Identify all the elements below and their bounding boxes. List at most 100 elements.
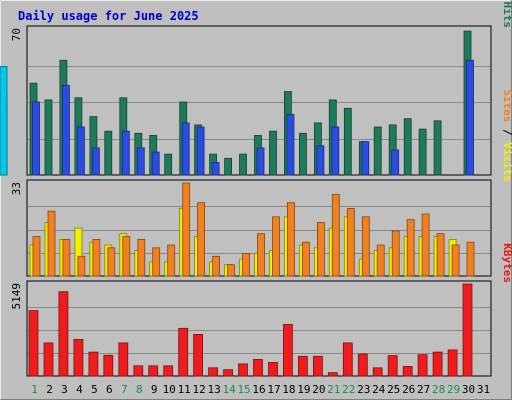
legend-entry-hits: Hits	[501, 2, 512, 29]
bar-sites-day-30	[466, 241, 475, 277]
x-tick-label-day-1: 1	[31, 383, 38, 396]
bar-files-day-16	[256, 147, 265, 176]
bar-sites-day-12	[197, 202, 206, 277]
x-tick-label-day-11: 11	[178, 383, 191, 396]
x-tick-label-day-16: 16	[252, 383, 265, 396]
bar-files-day-1	[32, 101, 40, 176]
bar-sites-day-20	[316, 222, 325, 277]
x-tick-label-day-22: 22	[342, 383, 355, 396]
bar-files-day-9	[151, 151, 160, 176]
bar-sites-day-9	[152, 247, 161, 277]
legend-separator: /	[501, 122, 512, 142]
x-tick-label-day-24: 24	[372, 383, 386, 396]
bar-hits-day-24	[373, 126, 382, 176]
x-tick-label-day-6: 6	[106, 383, 113, 396]
bar-sites-day-16	[257, 233, 265, 277]
x-tick-label-day-26: 26	[402, 383, 415, 396]
panel-traffic-legend: Pages / Files / Hits	[501, 0, 512, 28]
bar-sites-day-26	[406, 219, 415, 277]
bar-hits-day-26	[403, 118, 412, 176]
bar-kbytes-day-20	[312, 355, 323, 377]
bar-files-day-12	[196, 126, 205, 176]
x-tick-label-day-15: 15	[237, 383, 250, 396]
bar-sites-day-27	[421, 213, 430, 277]
bar-files-day-23	[361, 141, 370, 176]
x-tick-label-day-23: 23	[357, 383, 370, 396]
bar-sites-day-7	[122, 236, 131, 277]
x-tick-label-day-5: 5	[91, 383, 98, 396]
bar-hits-day-19	[298, 132, 307, 176]
bar-hits-day-6	[104, 130, 113, 176]
bar-sites-day-18	[286, 202, 295, 277]
x-tick-label-day-28: 28	[432, 383, 445, 396]
bar-sites-day-15	[242, 253, 250, 277]
bar-kbytes-day-12	[193, 333, 204, 377]
bar-kbytes-day-21	[327, 372, 338, 377]
x-tick-label-day-10: 10	[163, 383, 176, 396]
bar-files-day-5	[92, 147, 100, 176]
x-tick-label-day-12: 12	[192, 383, 205, 396]
bar-kbytes-day-30	[462, 283, 473, 377]
bar-sites-day-21	[331, 193, 340, 277]
panel-traffic-ymax-label: 70	[10, 28, 23, 41]
bar-kbytes-day-24	[372, 367, 383, 377]
bar-sites-day-11	[182, 182, 191, 277]
bar-kbytes-day-25	[387, 355, 398, 377]
x-tick-label-day-27: 27	[417, 383, 430, 396]
bar-files-day-13	[211, 162, 220, 176]
x-tick-label-day-20: 20	[312, 383, 325, 396]
bar-kbytes-day-4	[73, 338, 84, 377]
x-tick-label-day-18: 18	[282, 383, 295, 396]
bar-files-day-21	[331, 126, 340, 176]
x-tick-label-day-25: 25	[387, 383, 400, 396]
panel-visitors-legend: Sites / Visits	[501, 89, 512, 182]
x-tick-label-day-7: 7	[121, 383, 128, 396]
x-tick-label-day-30: 30	[462, 383, 475, 396]
bar-sites-day-25	[391, 230, 400, 277]
x-tick-label-day-13: 13	[207, 383, 220, 396]
bar-kbytes-day-26	[402, 365, 413, 377]
bar-files-day-8	[136, 147, 145, 176]
bar-sites-day-10	[167, 244, 176, 277]
bar-files-day-11	[181, 122, 190, 176]
bar-pages-day-30	[0, 66, 8, 176]
bar-hits-day-17	[269, 130, 277, 176]
bar-kbytes-day-17	[268, 361, 278, 377]
bar-hits-day-14	[224, 157, 233, 176]
x-tick-label-day-31: 31	[477, 383, 490, 396]
x-tick-label-day-4: 4	[76, 383, 83, 396]
bar-files-day-3	[62, 84, 70, 176]
bar-kbytes-day-11	[178, 327, 189, 377]
panel-volume-legend: KBytes	[501, 243, 512, 283]
bar-sites-day-2	[47, 210, 56, 277]
bar-sites-day-24	[376, 244, 385, 277]
bar-files-day-25	[391, 149, 400, 176]
bar-files-day-4	[77, 126, 85, 176]
x-tick-label-day-17: 17	[267, 383, 280, 396]
x-tick-label-day-19: 19	[297, 383, 310, 396]
bar-kbytes-day-16	[253, 358, 263, 377]
bar-files-day-7	[121, 130, 130, 176]
bar-hits-day-10	[164, 153, 173, 176]
bar-sites-day-29	[451, 244, 460, 277]
bar-hits-day-27	[418, 128, 427, 176]
bar-hits-day-28	[433, 120, 442, 176]
bar-kbytes-day-7	[118, 342, 129, 377]
bar-files-day-18	[286, 114, 295, 176]
bar-kbytes-day-13	[208, 367, 219, 377]
bar-sites-day-23	[361, 216, 370, 277]
x-tick-label-day-8: 8	[136, 383, 143, 396]
panel-visitors-ymax-label: 33	[10, 182, 23, 195]
legend-entry-kbytes: KBytes	[501, 243, 512, 283]
bar-kbytes-day-2	[43, 342, 54, 377]
bar-kbytes-day-18	[282, 323, 293, 377]
bar-kbytes-day-29	[447, 349, 458, 377]
bar-kbytes-day-8	[133, 365, 144, 377]
bar-sites-day-22	[346, 207, 355, 277]
bar-hits-day-2	[44, 99, 53, 176]
bar-sites-day-19	[301, 241, 310, 277]
bar-kbytes-day-10	[163, 365, 174, 377]
bar-kbytes-day-28	[432, 351, 443, 377]
bar-sites-day-3	[62, 238, 71, 277]
